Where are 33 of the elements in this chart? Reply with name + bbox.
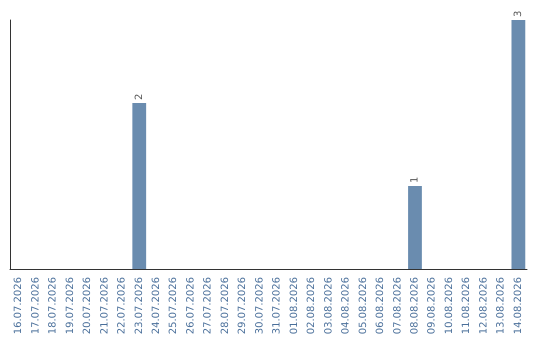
x-tick-label: 17.07.2026 bbox=[30, 277, 42, 334]
x-tick-label: 10.08.2026 bbox=[444, 277, 455, 334]
x-tick-label: 05.08.2026 bbox=[358, 277, 369, 334]
x-tick-label: 07.08.2026 bbox=[392, 277, 404, 334]
x-tick-label: 03.08.2026 bbox=[323, 277, 334, 334]
x-tick-label: 08.08.2026 bbox=[409, 277, 420, 334]
x-tick-label: 23.07.2026 bbox=[134, 277, 145, 334]
x-tick-label: 24.07.2026 bbox=[150, 277, 162, 334]
x-tick-label: 12.08.2026 bbox=[478, 277, 490, 334]
data-label: 3 bbox=[512, 10, 524, 17]
x-tick-label: 06.08.2026 bbox=[375, 277, 386, 334]
x-tick-label: 19.07.2026 bbox=[64, 277, 76, 334]
x-tick-label: 09.08.2026 bbox=[426, 277, 438, 334]
x-tick-label: 27.07.2026 bbox=[202, 277, 214, 334]
x-tick-label: 16.07.2026 bbox=[13, 277, 24, 334]
x-tick-label: 20.07.2026 bbox=[82, 277, 94, 334]
x-tick-label: 22.07.2026 bbox=[116, 277, 128, 334]
data-label: 1 bbox=[409, 176, 420, 183]
x-tick-label: 30.07.2026 bbox=[254, 277, 266, 334]
x-tick-label: 02.08.2026 bbox=[306, 277, 318, 334]
x-tick-label: 26.07.2026 bbox=[185, 277, 196, 334]
x-tick-label: 11.08.2026 bbox=[461, 277, 472, 334]
x-tick-label: 14.08.2026 bbox=[512, 277, 524, 334]
x-tick-label: 31.07.2026 bbox=[272, 277, 283, 334]
x-tick-label: 04.08.2026 bbox=[340, 277, 352, 334]
x-tick-label: 18.07.2026 bbox=[48, 277, 59, 334]
x-tick-label: 28.07.2026 bbox=[220, 277, 231, 334]
x-tick-label: 13.08.2026 bbox=[496, 277, 507, 334]
x-tick-label: 25.07.2026 bbox=[168, 277, 180, 334]
x-tick-label: 29.07.2026 bbox=[237, 277, 248, 334]
x-tick-label: 21.07.2026 bbox=[99, 277, 110, 334]
data-label: 2 bbox=[134, 94, 145, 100]
x-tick-label: 01.08.2026 bbox=[288, 277, 300, 334]
